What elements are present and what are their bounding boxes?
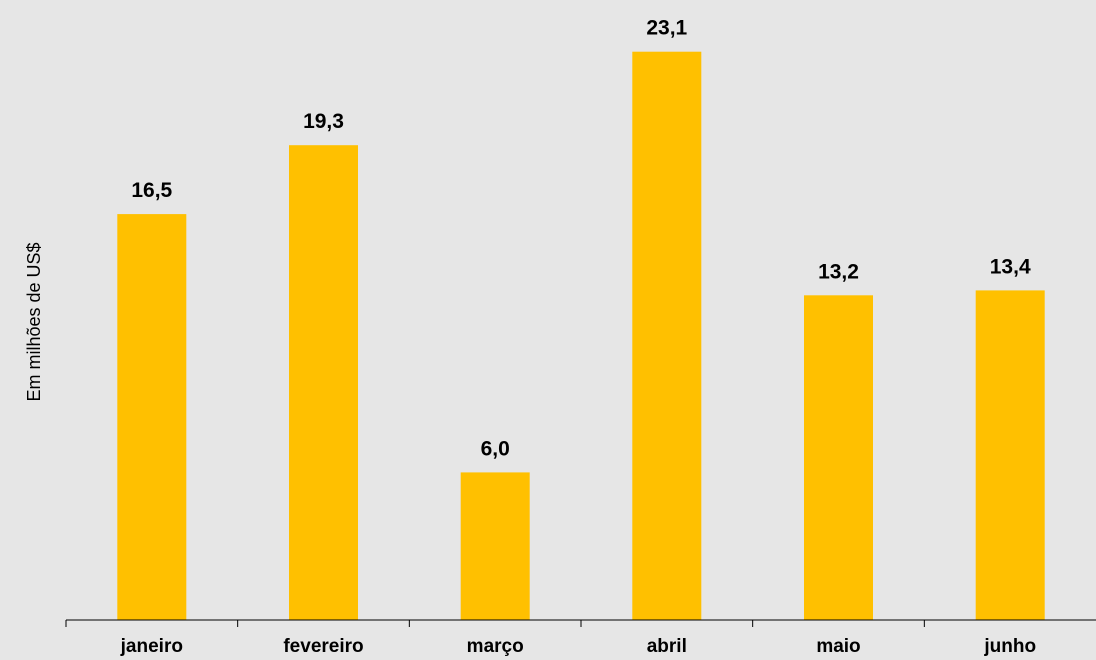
x-tick-labels: janeiro fevereiro março abril maio junho — [120, 636, 1036, 657]
x-tick-label-fevereiro: fevereiro — [283, 636, 363, 657]
bars-layer — [117, 51, 1045, 620]
bar-junho — [975, 290, 1045, 620]
data-label-maio: 13,2 — [818, 260, 859, 283]
y-axis-title: Em milhões de US$ — [24, 242, 44, 401]
x-axis — [65, 619, 1096, 627]
bar-maio — [804, 295, 873, 620]
data-labels-layer: 16,5 19,3 6,0 23,1 13,2 13,4 — [131, 17, 1031, 461]
data-label-fevereiro: 19,3 — [303, 110, 344, 133]
x-tick-label-maio: maio — [816, 636, 860, 657]
x-tick-label-abril: abril — [647, 636, 687, 657]
data-label-janeiro: 16,5 — [131, 179, 172, 202]
bar-março — [460, 472, 530, 620]
data-label-junho: 13,4 — [990, 255, 1031, 278]
bar-fevereiro — [289, 145, 358, 620]
data-label-março: 6,0 — [481, 437, 510, 460]
x-tick-label-junho: junho — [983, 636, 1036, 657]
x-tick-label-março: março — [467, 636, 524, 657]
bar-janeiro — [117, 214, 187, 620]
bar-abril — [632, 51, 702, 620]
x-tick-label-janeiro: janeiro — [120, 636, 183, 657]
data-label-abril: 23,1 — [646, 17, 687, 40]
